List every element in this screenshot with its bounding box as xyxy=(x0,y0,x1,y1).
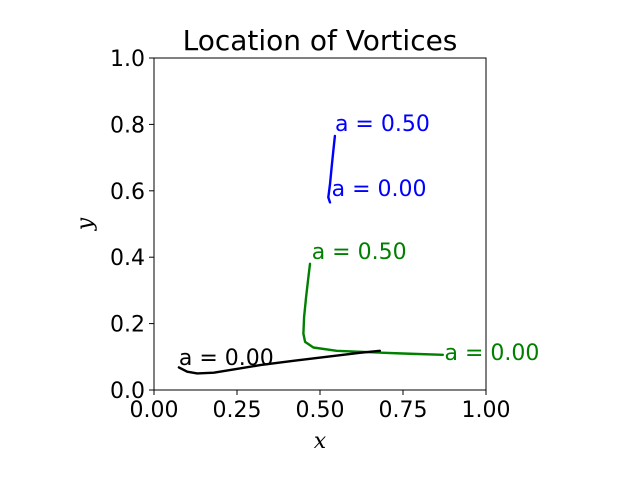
series-annotation: a = 0.00 xyxy=(445,341,540,366)
axes-frame xyxy=(153,57,487,391)
y-tick-label: 0.8 xyxy=(110,113,145,138)
x-tick-label: 1.00 xyxy=(462,398,511,423)
series-annotation: a = 0.00 xyxy=(332,177,427,202)
series-annotation: a = 0.50 xyxy=(335,112,430,137)
y-tick-label: 0.4 xyxy=(110,246,145,271)
series-line-0 xyxy=(327,134,337,204)
chart-title: Location of Vortices xyxy=(183,24,458,57)
series-line-1 xyxy=(302,262,444,356)
y-tick-label: 0.6 xyxy=(110,180,145,205)
series-annotation: a = 0.50 xyxy=(312,240,407,265)
series-line-2 xyxy=(177,349,381,375)
x-tick-label: 0.75 xyxy=(379,398,428,423)
x-tick-label: 0.00 xyxy=(130,398,179,423)
y-axis-label: y xyxy=(73,217,98,231)
series-annotation: a = 0.00 xyxy=(179,346,274,371)
x-tick-label: 0.50 xyxy=(296,398,345,423)
x-axis-label: x xyxy=(314,429,327,454)
y-tick-label: 0.0 xyxy=(110,379,145,404)
y-tick-label: 0.2 xyxy=(110,313,145,338)
x-tick-label: 0.25 xyxy=(213,398,262,423)
plot-area: 0.00 0.25 0.50 0.75 1.00 0.0 0.2 0.4 0.6 0.8 1.0 a … xyxy=(110,47,539,423)
y-tick-label: 1.0 xyxy=(110,47,145,72)
